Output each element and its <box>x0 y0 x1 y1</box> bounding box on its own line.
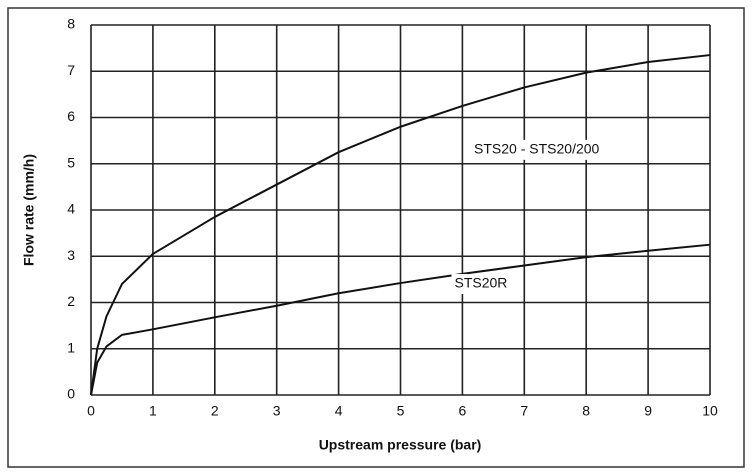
y-tick-label: 0 <box>67 386 75 402</box>
y-axis-title: Flow rate (mm/h) <box>21 154 37 266</box>
x-tick-label: 9 <box>644 403 652 419</box>
x-tick-label: 2 <box>211 403 219 419</box>
series-line <box>90 243 711 396</box>
x-axis-title: Upstream pressure (bar) <box>319 437 482 453</box>
y-tick-label: 7 <box>67 62 75 78</box>
x-tick-label: 7 <box>520 403 528 419</box>
x-tick-label: 4 <box>335 403 343 419</box>
x-tick-label: 8 <box>582 403 590 419</box>
series-label: STS20R <box>455 275 508 291</box>
x-tick-label: 10 <box>702 403 718 419</box>
series-label-bg <box>471 139 603 160</box>
y-tick-label: 4 <box>67 201 75 217</box>
series-label: STS20 - STS20/200 <box>474 141 600 157</box>
y-tick-label: 8 <box>67 16 75 32</box>
x-tick-label: 3 <box>273 403 281 419</box>
y-tick-label: 6 <box>67 108 75 124</box>
x-tick-label: 1 <box>149 403 157 419</box>
y-tick-label: 5 <box>67 154 75 170</box>
series-label-bg <box>451 274 511 294</box>
y-tick-label: 2 <box>67 293 75 309</box>
x-tick-label: 0 <box>87 403 95 419</box>
x-tick-label: 6 <box>459 403 467 419</box>
x-tick-label: 5 <box>397 403 405 419</box>
frame <box>7 7 745 468</box>
y-tick-label: 1 <box>67 339 75 355</box>
series-line <box>90 54 711 396</box>
y-tick-label: 3 <box>67 247 75 263</box>
